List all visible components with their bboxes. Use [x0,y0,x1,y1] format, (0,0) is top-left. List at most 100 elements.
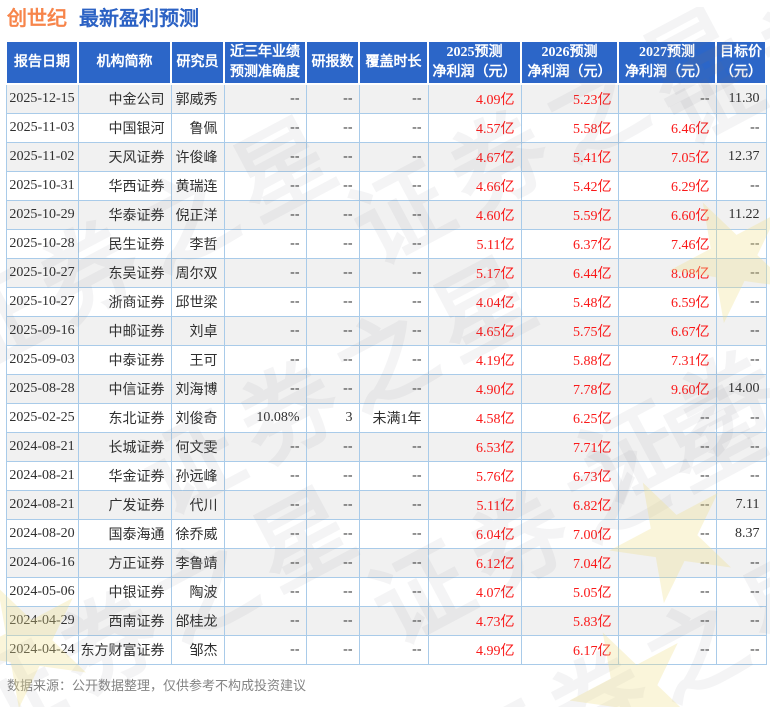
cell-analyst: 鲁佩 [170,113,225,143]
cell-y2027: -- [617,519,717,549]
cell-accuracy: -- [223,606,307,636]
cell-accuracy: -- [223,461,307,491]
cell-org: 广发证券 [77,490,172,520]
cell-y2027: -- [617,577,717,607]
cell-coverage: -- [358,200,429,230]
cell-y2027: 6.60亿 [617,200,717,230]
cell-y2025: 6.04亿 [427,519,522,549]
cell-y2027: 9.60亿 [617,374,717,404]
cell-y2025: 5.17亿 [427,258,522,288]
cell-coverage: -- [358,548,429,578]
cell-target: 14.00 [715,374,767,404]
cell-org: 东北证券 [77,403,172,433]
cell-y2026: 6.82亿 [520,490,619,520]
cell-analyst: 代川 [170,490,225,520]
cell-y2025: 4.99亿 [427,635,522,665]
stock-name: 创世纪 [7,8,67,30]
cell-target: 12.37 [715,142,767,172]
cell-coverage: -- [358,490,429,520]
cell-target: -- [715,229,767,259]
cell-y2026: 7.71亿 [520,432,619,462]
cell-coverage: -- [358,519,429,549]
cell-date: 2025-09-03 [5,345,79,375]
cell-y2026: 6.37亿 [520,229,619,259]
col-header-org: 机构简称 [77,40,172,85]
cell-coverage: -- [358,577,429,607]
cell-coverage: -- [358,83,429,114]
cell-y2027: 6.59亿 [617,287,717,317]
cell-analyst: 刘海博 [170,374,225,404]
cell-target: -- [715,171,767,201]
table-row: 2024-08-20 国泰海通 徐乔威 -- -- -- 6.04亿 7.00亿 -- 8.37 [5,519,767,549]
cell-analyst: 李哲 [170,229,225,259]
page-title: 创世纪 最新盈利预测 [7,7,770,31]
cell-y2025: 6.53亿 [427,432,522,462]
cell-accuracy: -- [223,200,307,230]
cell-analyst: 李鲁靖 [170,548,225,578]
cell-coverage: -- [358,635,429,665]
cell-reports: -- [305,171,360,201]
cell-analyst: 何文雯 [170,432,225,462]
table-row: 2025-10-28 民生证券 李哲 -- -- -- 5.11亿 6.37亿 7.46亿 -- [5,229,767,259]
cell-reports: -- [305,83,360,114]
cell-reports: -- [305,432,360,462]
cell-accuracy: -- [223,229,307,259]
cell-y2025: 4.67亿 [427,142,522,172]
cell-y2025: 4.90亿 [427,374,522,404]
cell-date: 2024-08-21 [5,461,79,491]
table-row: 2025-02-25 东北证券 刘俊奇 10.08% 3 未满1年 4.58亿 6.25亿 --… [5,403,767,433]
cell-org: 民生证券 [77,229,172,259]
title-text: 最新盈利预测 [79,8,199,30]
cell-coverage: -- [358,287,429,317]
cell-coverage: -- [358,142,429,172]
col-header-reports: 研报数 [305,40,360,85]
cell-analyst: 邹杰 [170,635,225,665]
col-header-target: 目标价 （元） [715,40,767,85]
cell-date: 2024-04-24 [5,635,79,665]
cell-target: -- [715,316,767,346]
table-row: 2025-11-03 中国银河 鲁佩 -- -- -- 4.57亿 5.58亿 6.46亿 -- [5,113,767,143]
cell-reports: -- [305,200,360,230]
cell-y2027: -- [617,432,717,462]
cell-y2026: 5.75亿 [520,316,619,346]
cell-reports: -- [305,229,360,259]
cell-org: 中银证券 [77,577,172,607]
cell-accuracy: -- [223,83,307,114]
col-header-y2027: 2027预测 净利润（元） [617,40,717,85]
cell-org: 东方财富证券 [77,635,172,665]
cell-target: -- [715,548,767,578]
cell-y2027: -- [617,461,717,491]
cell-y2027: 7.05亿 [617,142,717,172]
cell-y2027: 6.29亿 [617,171,717,201]
cell-target: 11.22 [715,200,767,230]
cell-analyst: 王可 [170,345,225,375]
cell-y2026: 6.25亿 [520,403,619,433]
table-header: 报告日期 机构简称 研究员 近三年业绩 预测准确度 研报数 覆盖时长 2025预测 净利润（… [5,40,767,85]
cell-y2026: 6.17亿 [520,635,619,665]
cell-org: 浙商证券 [77,287,172,317]
cell-date: 2024-08-21 [5,432,79,462]
cell-analyst: 刘卓 [170,316,225,346]
cell-target: -- [715,258,767,288]
cell-accuracy: -- [223,345,307,375]
cell-date: 2024-05-06 [5,577,79,607]
cell-target: -- [715,635,767,665]
cell-org: 中泰证券 [77,345,172,375]
cell-y2027: 7.31亿 [617,345,717,375]
cell-accuracy: -- [223,577,307,607]
cell-analyst: 郭威秀 [170,83,225,114]
cell-target: -- [715,432,767,462]
cell-reports: -- [305,606,360,636]
cell-target: -- [715,461,767,491]
col-header-date: 报告日期 [5,40,79,85]
cell-y2027: 6.46亿 [617,113,717,143]
cell-y2026: 7.78亿 [520,374,619,404]
table-row: 2025-09-03 中泰证券 王可 -- -- -- 4.19亿 5.88亿 7.31亿 -- [5,345,767,375]
cell-coverage: -- [358,461,429,491]
cell-target: 7.11 [715,490,767,520]
cell-y2026: 7.00亿 [520,519,619,549]
cell-date: 2025-11-03 [5,113,79,143]
table-row: 2025-09-16 中邮证券 刘卓 -- -- -- 4.65亿 5.75亿 6.67亿 -- [5,316,767,346]
table-row: 2024-08-21 长城证券 何文雯 -- -- -- 6.53亿 7.71亿 -- -- [5,432,767,462]
cell-y2026: 5.59亿 [520,200,619,230]
